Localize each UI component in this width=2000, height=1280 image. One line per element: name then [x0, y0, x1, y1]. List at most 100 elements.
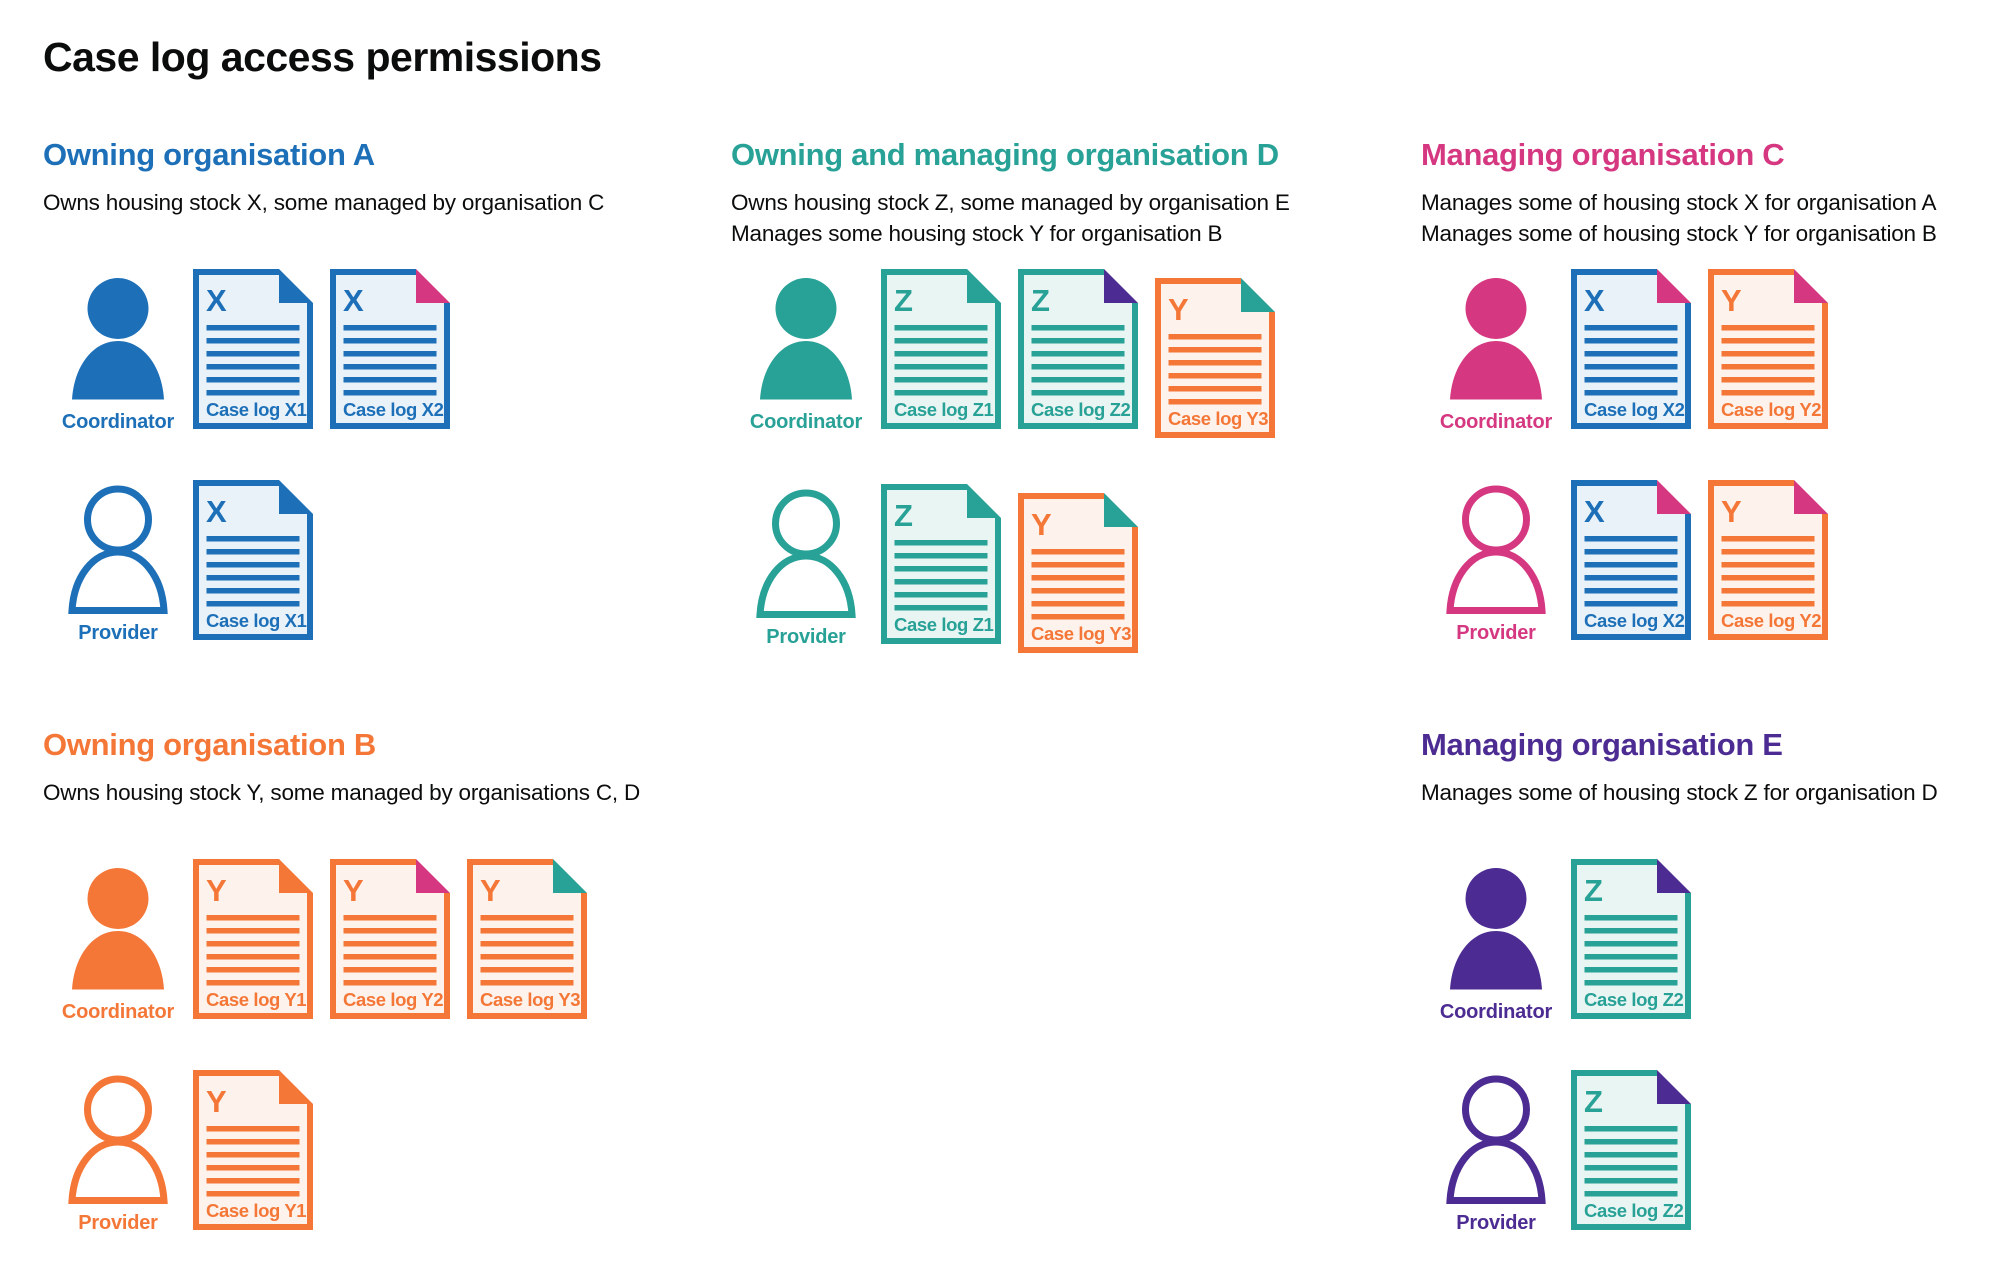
permission-row-provider: Provider Y Case log Y1 — [43, 1070, 731, 1235]
document-page — [1571, 859, 1691, 1019]
person-head — [1462, 485, 1530, 554]
document-text-line — [1584, 1152, 1678, 1158]
section-description-line: Manages some housing stock Y for organis… — [731, 221, 1223, 246]
document-letter: Y — [1721, 494, 1742, 529]
document-text-line — [1584, 588, 1678, 594]
document-text-line — [894, 338, 988, 344]
person-head — [84, 485, 152, 554]
person-body — [1450, 341, 1542, 400]
person-figure — [756, 489, 856, 618]
document-text-line — [480, 928, 574, 934]
document-label: Case log Z2 — [1584, 1200, 1684, 1221]
document-text-line — [343, 364, 437, 370]
document-border — [1571, 859, 1691, 1019]
person-head — [775, 278, 837, 339]
person-head — [772, 489, 840, 558]
document-text-line — [1584, 1126, 1678, 1132]
document-page — [1708, 480, 1828, 640]
document-text-line — [206, 980, 300, 986]
document-text-line — [343, 390, 437, 396]
document-page — [1571, 269, 1691, 429]
case-log-document-figure: Y Case log Y1 — [193, 1070, 313, 1230]
document-text-line — [343, 941, 437, 947]
document-letter: Z — [894, 283, 913, 318]
section-description: Owns housing stock Y, some managed by or… — [43, 777, 731, 853]
document-text-line — [1031, 575, 1125, 581]
role-label: Provider — [78, 622, 158, 644]
document-text-line — [206, 954, 300, 960]
case-log-document: Y Case log Y3 — [1155, 278, 1275, 438]
corner-fold-icon — [1794, 269, 1828, 303]
document-text-line — [1584, 549, 1678, 555]
document-text-line — [894, 579, 988, 585]
diagram-page: Case log access permissions Owning organ… — [43, 34, 1990, 1235]
role-label: Provider — [1456, 622, 1536, 644]
corner-fold-icon — [1657, 480, 1691, 514]
document-border — [881, 269, 1001, 429]
document-page — [1018, 269, 1138, 429]
document-page — [1571, 480, 1691, 640]
document-text-line — [894, 553, 988, 559]
provider-icon: Provider — [43, 480, 193, 645]
document-letter: Y — [1168, 292, 1189, 327]
document-text-line — [206, 536, 300, 542]
document-text-line — [206, 1165, 300, 1171]
documents-group: X Case log X1 — [193, 480, 330, 640]
document-text-line — [206, 928, 300, 934]
corner-fold-icon — [1241, 278, 1275, 312]
person-body — [760, 341, 852, 400]
section-org-d: Owning and managing organisation D Owns h… — [731, 137, 1421, 653]
document-text-line — [206, 562, 300, 568]
case-log-document: Z Case log Z1 — [881, 269, 1001, 429]
document-text-line — [1168, 399, 1262, 405]
permission-row-coordinator: Coordinator X Case log X1 X Case log X2 — [43, 269, 731, 434]
document-text-line — [480, 967, 574, 973]
document-text-line — [1584, 1165, 1678, 1171]
person-body — [72, 341, 164, 400]
document-text-line — [1584, 536, 1678, 542]
case-log-document-figure: X Case log X2 — [330, 269, 450, 429]
document-text-line — [894, 540, 988, 546]
document-letter: Y — [480, 873, 501, 908]
section-heading: Managing organisation E — [1421, 727, 1783, 762]
document-label: Case log Y1 — [206, 1200, 306, 1221]
document-page — [881, 269, 1001, 429]
section-heading: Owning organisation A — [43, 137, 375, 172]
document-text-line — [206, 549, 300, 555]
document-letter: Z — [1584, 1084, 1603, 1119]
case-log-document-figure: Z Case log Z2 — [1571, 1070, 1691, 1230]
document-text-line — [206, 601, 300, 607]
document-border — [1571, 480, 1691, 640]
document-letter: Y — [206, 1084, 227, 1119]
person-figure — [1450, 868, 1542, 990]
document-text-line — [1721, 601, 1815, 607]
document-label: Case log Z1 — [894, 399, 994, 420]
corner-fold-icon — [279, 859, 313, 893]
section-description: Manages some of housing stock Z for orga… — [1421, 777, 1990, 853]
document-text-line — [1584, 601, 1678, 607]
provider-icon: Provider — [1421, 1070, 1571, 1235]
role-label: Coordinator — [1439, 411, 1553, 433]
document-text-line — [1584, 915, 1678, 921]
person-body — [1446, 1138, 1546, 1204]
case-log-document-figure: Z Case log Z1 — [881, 269, 1001, 429]
document-text-line — [343, 377, 437, 383]
documents-group: Z Case log Z2 — [1571, 859, 1708, 1019]
document-text-line — [1584, 1139, 1678, 1145]
document-text-line — [1031, 549, 1125, 555]
person-figure — [1446, 1075, 1546, 1204]
document-border — [330, 859, 450, 1019]
document-text-line — [343, 980, 437, 986]
person-figure — [760, 278, 852, 400]
documents-group: Z Case log Z1 Z Case log Z2 Y Case log Y… — [881, 269, 1292, 438]
role-label: Coordinator — [749, 411, 863, 433]
documents-group: Y Case log Y1 Y Case log Y2 Y Case log Y… — [193, 859, 604, 1019]
document-text-line — [1584, 1178, 1678, 1184]
document-text-line — [1721, 549, 1815, 555]
document-text-line — [1168, 373, 1262, 379]
document-letter: Y — [1031, 507, 1052, 542]
document-page — [1018, 493, 1138, 653]
document-label: Case log Y3 — [480, 989, 580, 1010]
document-text-line — [206, 377, 300, 383]
document-text-line — [1031, 601, 1125, 607]
